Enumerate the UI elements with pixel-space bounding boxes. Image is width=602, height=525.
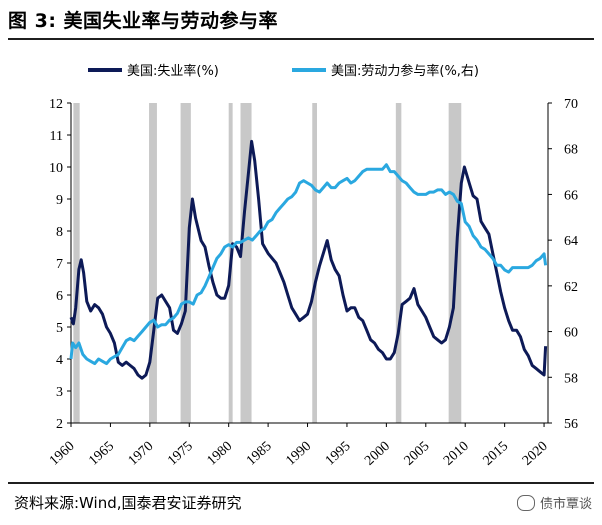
- right-tick-label: 66: [564, 188, 578, 203]
- x-tick-label: 1980: [205, 439, 236, 469]
- right-tick-label: 58: [564, 371, 578, 386]
- left-tick-label: 2: [56, 417, 63, 432]
- legend-unemployment: 美国:失业率(%): [88, 60, 219, 79]
- title-divider: [8, 38, 594, 40]
- footer-divider: [8, 482, 594, 484]
- watermark: 债市覃谈: [516, 493, 592, 512]
- recession-band: [73, 103, 80, 423]
- right-tick-label: 56: [564, 417, 578, 432]
- right-tick-label: 64: [564, 234, 578, 249]
- left-tick-label: 7: [56, 257, 63, 272]
- recession-band: [240, 103, 252, 423]
- chat-icon: [516, 494, 535, 511]
- legend-swatch-unemployment: [88, 67, 122, 72]
- left-tick-label: 3: [56, 385, 63, 400]
- x-tick-label: 1995: [323, 439, 354, 469]
- right-tick-label: 62: [564, 280, 578, 295]
- x-tick-label: 2020: [520, 439, 551, 469]
- left-tick-label: 11: [50, 129, 63, 144]
- left-tick-label: 5: [56, 321, 63, 336]
- right-tick-label: 60: [564, 326, 578, 341]
- source-note: 资料来源:Wind,国泰君安证券研究: [14, 494, 242, 512]
- legend-participation: 美国:劳动力参与率(%,右): [292, 60, 479, 79]
- left-tick-label: 12: [49, 97, 63, 112]
- x-tick-label: 1965: [86, 439, 117, 469]
- right-tick-label: 68: [564, 143, 578, 158]
- left-tick-label: 8: [56, 225, 63, 240]
- left-tick-label: 6: [56, 289, 63, 304]
- x-tick-label: 2015: [480, 439, 511, 469]
- recession-band: [395, 103, 402, 423]
- right-tick-label: 70: [564, 97, 578, 112]
- x-tick-label: 2005: [402, 439, 433, 469]
- chart-title: 图 3: 美国失业率与劳动参与率: [8, 10, 279, 32]
- recession-band: [312, 103, 317, 423]
- x-tick-label: 1990: [283, 439, 314, 469]
- x-tick-label: 1985: [244, 439, 275, 469]
- x-tick-label: 1970: [126, 439, 157, 469]
- x-tick-label: 2000: [362, 439, 393, 469]
- x-tick-label: 1975: [165, 439, 196, 469]
- recession-band: [149, 103, 157, 423]
- legend-swatch-participation: [292, 67, 326, 72]
- left-tick-label: 10: [49, 161, 63, 176]
- legend-label-participation: 美国:劳动力参与率(%,右): [331, 64, 480, 79]
- participation-line: [69, 163, 548, 366]
- unemployment-line: [69, 139, 548, 380]
- watermark-text: 债市覃谈: [539, 497, 592, 512]
- legend-label-unemployment: 美国:失业率(%): [127, 64, 219, 79]
- left-tick-label: 9: [56, 193, 63, 208]
- x-tick-label: 1960: [47, 439, 78, 469]
- recession-band: [180, 103, 191, 423]
- left-tick-label: 4: [56, 353, 63, 368]
- x-tick-label: 2010: [441, 439, 472, 469]
